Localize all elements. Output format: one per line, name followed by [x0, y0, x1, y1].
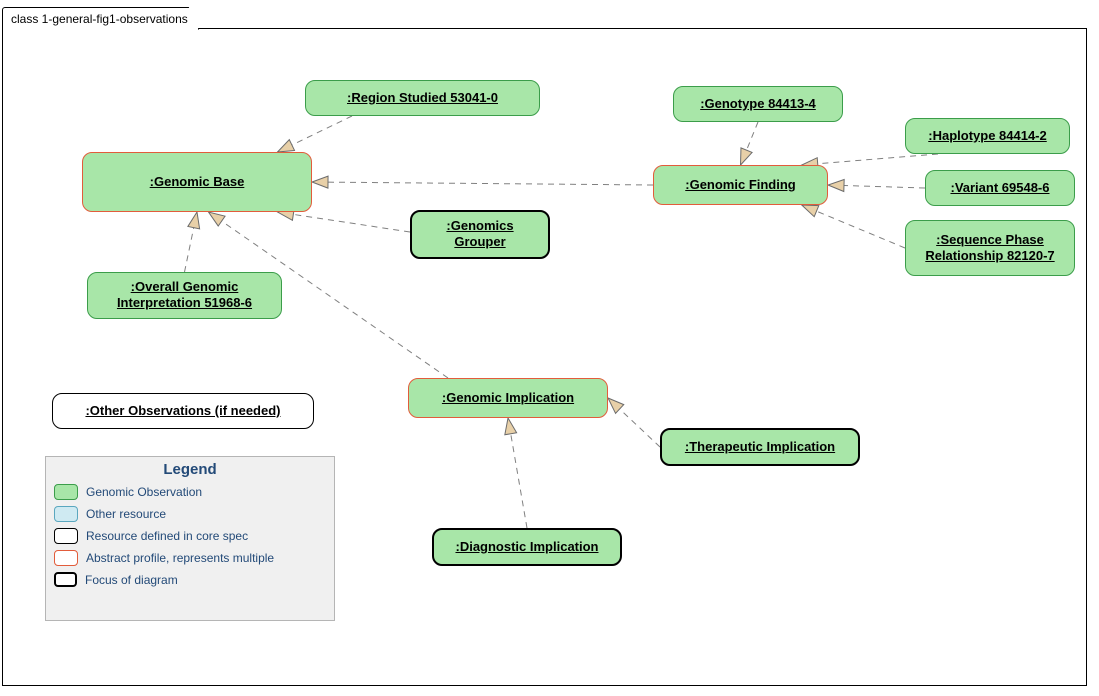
node-label: :Region Studied 53041-0 [347, 90, 498, 106]
node-region-studied: :Region Studied 53041-0 [305, 80, 540, 116]
node-label: :Genomic Finding [685, 177, 796, 193]
node-label: :Other Observations (if needed) [85, 403, 280, 419]
node-genotype: :Genotype 84413-4 [673, 86, 843, 122]
legend-label: Other resource [86, 507, 166, 521]
node-label: :Sequence Phase Relationship 82120-7 [916, 232, 1064, 265]
node-diagnostic-implication: :Diagnostic Implication [432, 528, 622, 566]
node-variant: :Variant 69548-6 [925, 170, 1075, 206]
legend-row: Resource defined in core spec [54, 528, 326, 544]
frame-title: class 1-general-fig1-observations [11, 12, 188, 26]
node-therapeutic-implication: :Therapeutic Implication [660, 428, 860, 466]
node-label: :Genomics Grouper [422, 218, 538, 251]
legend-label: Abstract profile, represents multiple [86, 551, 274, 565]
node-other-observations: :Other Observations (if needed) [52, 393, 314, 429]
node-genomic-base: :Genomic Base [82, 152, 312, 212]
node-genomics-grouper: :Genomics Grouper [410, 210, 550, 259]
legend-row: Genomic Observation [54, 484, 326, 500]
node-label: :Diagnostic Implication [455, 539, 598, 555]
legend-label: Resource defined in core spec [86, 529, 248, 543]
node-label: :Overall Genomic Interpretation 51968-6 [98, 279, 271, 312]
legend-swatch [54, 484, 78, 500]
legend-swatch [54, 528, 78, 544]
legend-label: Genomic Observation [86, 485, 202, 499]
legend-swatch [54, 550, 78, 566]
legend-swatch [54, 506, 78, 522]
node-haplotype: :Haplotype 84414-2 [905, 118, 1070, 154]
legend-row: Focus of diagram [54, 572, 326, 587]
node-genomic-implication: :Genomic Implication [408, 378, 608, 418]
legend-row: Other resource [54, 506, 326, 522]
frame-title-tab: class 1-general-fig1-observations [2, 7, 199, 30]
node-overall-interpretation: :Overall Genomic Interpretation 51968-6 [87, 272, 282, 319]
legend-title: Legend [54, 461, 326, 478]
legend-label: Focus of diagram [85, 573, 178, 587]
legend-panel: Legend Genomic Observation Other resource… [45, 456, 335, 621]
node-sequence-phase: :Sequence Phase Relationship 82120-7 [905, 220, 1075, 276]
node-label: :Variant 69548-6 [950, 180, 1049, 196]
node-label: :Genotype 84413-4 [700, 96, 816, 112]
node-label: :Haplotype 84414-2 [928, 128, 1047, 144]
node-label: :Therapeutic Implication [685, 439, 835, 455]
legend-row: Abstract profile, represents multiple [54, 550, 326, 566]
node-genomic-finding: :Genomic Finding [653, 165, 828, 205]
node-label: :Genomic Implication [442, 390, 574, 406]
node-label: :Genomic Base [150, 174, 245, 190]
diagram-canvas: class 1-general-fig1-observations :Genom… [0, 0, 1099, 696]
legend-swatch [54, 572, 77, 587]
